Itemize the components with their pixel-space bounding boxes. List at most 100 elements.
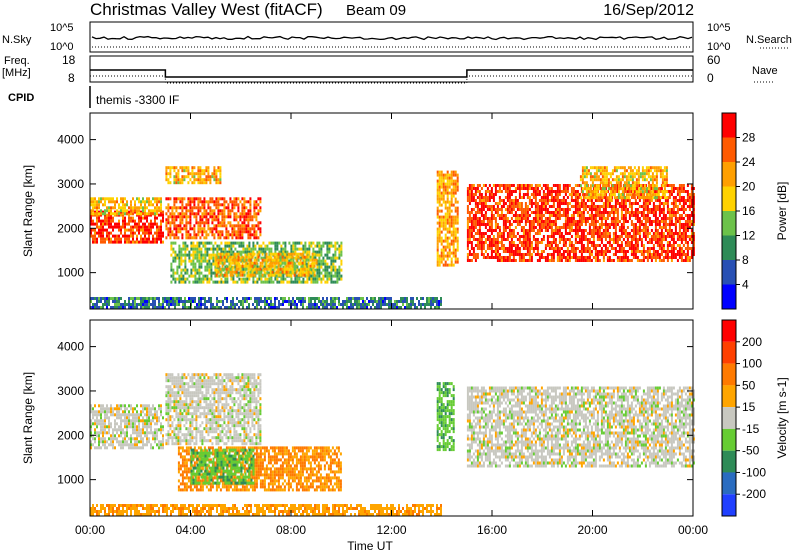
power-cell (206, 268, 209, 272)
power-cell (168, 300, 170, 303)
power-cell (494, 220, 497, 223)
power-cell (478, 193, 481, 196)
power-cell (674, 217, 677, 220)
power-cell (620, 208, 623, 211)
power-cell (116, 306, 118, 309)
power-cell (516, 220, 519, 223)
power-cell (180, 247, 183, 251)
power-cell (438, 227, 441, 231)
power-cell (496, 202, 499, 205)
power-cell (156, 306, 158, 309)
power-cell (568, 223, 571, 226)
power-cell (506, 250, 509, 253)
power-cell (227, 212, 230, 216)
power-cell (220, 280, 223, 284)
power-cell (218, 280, 221, 284)
power-cell (231, 233, 234, 237)
power-cell (296, 280, 299, 284)
power-cell (644, 220, 647, 223)
power-cell (217, 224, 220, 228)
power-cell (626, 199, 629, 202)
power-cell (504, 202, 507, 205)
power-cell (332, 306, 334, 309)
power-cell (318, 268, 321, 272)
power-cell (440, 303, 442, 306)
power-cell (446, 212, 449, 216)
power-cell (247, 215, 250, 219)
power-cell (528, 259, 531, 262)
power-cell (124, 212, 126, 216)
power-cell (600, 250, 603, 253)
power-cell (273, 258, 276, 262)
power-cell (436, 297, 438, 300)
power-cell (138, 303, 140, 306)
power-cell (602, 202, 605, 205)
power-cell (185, 221, 188, 225)
power-cell (216, 253, 219, 257)
power-cell (169, 197, 172, 201)
power-cell (294, 250, 297, 254)
power-cell (518, 190, 521, 193)
power-cell (410, 303, 412, 306)
power-cell (212, 250, 215, 254)
power-cell (245, 255, 248, 259)
power-cell (466, 187, 469, 190)
power-cell (201, 172, 204, 176)
power-cell (646, 208, 649, 211)
power-cell (486, 244, 489, 247)
power-cell (672, 244, 675, 247)
power-cell (374, 306, 376, 309)
power-cell (92, 306, 94, 309)
power-cell (154, 212, 156, 216)
power-cell (110, 306, 112, 309)
power-cell (578, 229, 581, 232)
chart-title: Christmas Valley West (fitACF) (90, 0, 323, 19)
power-cell (239, 252, 242, 256)
power-cell (243, 227, 246, 231)
power-cell (287, 255, 290, 259)
power-cell (192, 262, 195, 266)
power-cell (468, 229, 471, 232)
power-cell (518, 202, 521, 205)
power-cell (500, 217, 503, 220)
power-cell (189, 212, 192, 216)
power-cell (448, 251, 451, 255)
power-cell (620, 259, 623, 262)
power-cell (205, 166, 208, 170)
power-cell (154, 216, 156, 220)
power-cell (240, 241, 243, 245)
power-cell (171, 212, 174, 216)
power-cell (614, 226, 617, 229)
power-cell (604, 238, 607, 241)
power-cell (187, 209, 190, 213)
power-cell (580, 199, 583, 202)
power-cell (108, 231, 110, 235)
power-cell (604, 244, 607, 247)
power-cell (144, 303, 146, 306)
power-cell (614, 199, 617, 202)
power-cell (174, 241, 177, 245)
power-cell (268, 271, 271, 275)
power-cell (504, 220, 507, 223)
power-cell (304, 241, 307, 245)
power-cell (307, 273, 310, 277)
power-cell (532, 187, 535, 190)
power-cell (512, 205, 515, 208)
power-cell (642, 235, 645, 238)
power-cell (102, 237, 104, 241)
power-cell (172, 268, 175, 272)
power-cell (200, 247, 203, 251)
power-cell (456, 218, 459, 222)
power-cell (514, 214, 517, 217)
power-cell (450, 233, 453, 237)
power-cell (534, 214, 537, 217)
power-cell (229, 233, 232, 237)
power-cell (118, 228, 120, 232)
power-cell (598, 250, 601, 253)
power-cell (594, 223, 597, 226)
power-cell (197, 209, 200, 213)
power-cell (550, 247, 553, 250)
power-cell (156, 228, 158, 232)
power-cell (600, 214, 603, 217)
power-cell (130, 209, 132, 213)
